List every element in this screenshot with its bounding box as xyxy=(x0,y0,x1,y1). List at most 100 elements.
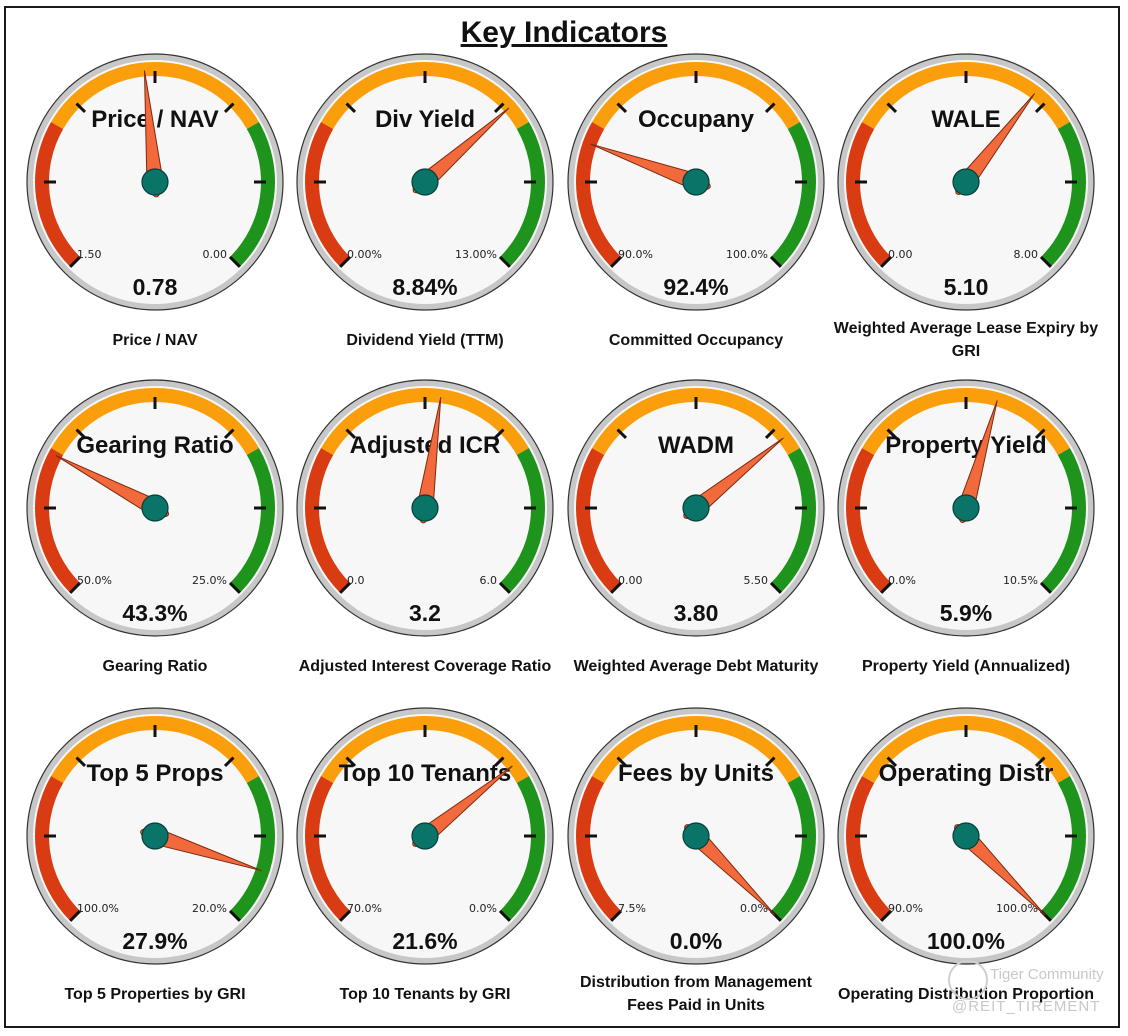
gauge-band-green xyxy=(770,776,816,921)
gauge-band-green xyxy=(770,122,816,267)
gauge-value: 92.4% xyxy=(663,274,728,300)
gauge-tick xyxy=(69,581,82,594)
gauge-tick xyxy=(75,428,87,440)
gauge-min-label: 0.0 xyxy=(347,574,365,587)
gauge-card: Fees by Units 7.5% 0.0% 0.0% Distribution fr… xyxy=(561,704,831,1024)
gauge-tick xyxy=(69,255,82,268)
gauge-card: Price / NAV 1.50 0.00 0.78 Price / NAV xyxy=(20,50,290,370)
gauge-band-red xyxy=(35,448,81,593)
gauge-card: Occupany 90.0% 100.0% 92.4% Committed Occupa… xyxy=(561,50,831,370)
gauge-min-label: 50.0% xyxy=(77,574,112,587)
gauge-band-red xyxy=(846,776,892,921)
gauge-value: 27.9% xyxy=(122,928,187,954)
gauge-card: Top 5 Props 100.0% 20.0% 27.9% Top 5 Propert… xyxy=(20,704,290,1024)
gauge-tick xyxy=(610,581,623,594)
gauge-band-orange xyxy=(862,62,1070,130)
gauge-band-green xyxy=(499,776,545,921)
gauge-band-orange xyxy=(321,62,529,130)
gauge-caption: Top 5 Properties by GRI xyxy=(64,985,246,1003)
gauge-value: 0.0% xyxy=(670,928,722,954)
gauge-max-label: 13.00% xyxy=(455,248,497,261)
gauge-min-label: 0.0% xyxy=(888,574,916,587)
gauge-hub xyxy=(141,822,169,850)
gauge-value: 100.0% xyxy=(927,928,1005,954)
gauge-hub xyxy=(411,168,439,196)
gauge-hub xyxy=(682,168,710,196)
gauge-hub xyxy=(952,168,980,196)
gauge-band-red xyxy=(35,122,81,267)
gauge-band-red xyxy=(846,448,892,593)
gauge-min-label: 100.0% xyxy=(77,902,119,915)
gauge-tick xyxy=(69,909,82,922)
gauge-min-label: 0.00 xyxy=(618,574,643,587)
gauge-band-orange xyxy=(51,62,259,130)
gauge-title: Operating Distr xyxy=(879,760,1054,787)
gauge-max-label: 0.0% xyxy=(740,902,768,915)
gauge-tick xyxy=(493,102,505,114)
gauge-chart: Adjusted ICR 0.0 6.0 3.2 xyxy=(296,379,554,637)
gauge-tick xyxy=(345,102,357,114)
gauge-chart: Div Yield 0.00% 13.00% 8.84% xyxy=(296,53,554,311)
gauge-tick xyxy=(764,102,776,114)
gauge-band-green xyxy=(1040,448,1086,593)
gauge-band-orange xyxy=(592,716,800,784)
gauge-chart: Top 5 Props 100.0% 20.0% 27.9% xyxy=(26,707,284,965)
gauge-caption: Weighted Average Lease Expiry by GRI xyxy=(833,320,1099,360)
gauge-chart: WALE 0.00 8.00 5.10 xyxy=(837,53,1095,311)
gauge-hub xyxy=(682,494,710,522)
gauge-band-red xyxy=(576,776,622,921)
gauge-title: WALE xyxy=(931,106,1000,133)
gauge-chart: Gearing Ratio 50.0% 25.0% 43.3% xyxy=(26,379,284,637)
gauge-chart: Fees by Units 7.5% 0.0% 0.0% xyxy=(567,707,825,965)
gauge-min-label: 1.50 xyxy=(77,248,102,261)
gauge-max-label: 100.0% xyxy=(996,902,1038,915)
gauge-band-green xyxy=(499,122,545,267)
gauge-band-orange xyxy=(592,62,800,130)
gauge-hub xyxy=(952,822,980,850)
gauge-tick xyxy=(1039,581,1052,594)
gauge-tick xyxy=(880,581,893,594)
gauge-tick xyxy=(498,255,511,268)
gauge-tick xyxy=(610,255,623,268)
gauge-value: 21.6% xyxy=(392,928,457,954)
gauge-min-label: 0.00% xyxy=(347,248,382,261)
gauge-tick xyxy=(1034,428,1046,440)
gauge-tick xyxy=(345,428,357,440)
gauge-tick xyxy=(616,756,628,768)
gauge-hub xyxy=(411,494,439,522)
gauge-chart: Property Yield 0.0% 10.5% 5.9% xyxy=(837,379,1095,637)
gauge-max-label: 100.0% xyxy=(726,248,768,261)
gauge-chart: WADM 0.00 5.50 3.80 xyxy=(567,379,825,637)
gauge-caption: Gearing Ratio xyxy=(102,657,208,675)
gauge-caption: Dividend Yield (TTM) xyxy=(346,331,504,349)
gauge-max-label: 5.50 xyxy=(744,574,769,587)
gauge-title: Div Yield xyxy=(375,106,475,133)
gauge-tick xyxy=(764,756,776,768)
gauge-band-orange xyxy=(51,716,259,784)
gauge-band-green xyxy=(1040,122,1086,267)
gauge-tick xyxy=(610,909,623,922)
gauge-tick xyxy=(75,102,87,114)
gauge-title: Adjusted ICR xyxy=(350,432,501,459)
gauge-max-label: 10.5% xyxy=(1003,574,1038,587)
gauge-tick xyxy=(223,102,235,114)
gauge-card: Gearing Ratio 50.0% 25.0% 43.3% Gearing Rati… xyxy=(20,376,290,696)
gauge-title: Top 5 Props xyxy=(87,760,224,787)
gauge-min-label: 70.0% xyxy=(347,902,382,915)
gauge-tick xyxy=(498,909,511,922)
gauge-tick xyxy=(339,581,352,594)
gauge-caption: Committed Occupancy xyxy=(608,331,784,349)
gauge-value: 43.3% xyxy=(122,600,187,626)
gauge-hub xyxy=(411,822,439,850)
gauge-tick xyxy=(1034,756,1046,768)
gauge-caption: Distribution from Management Fees Paid i… xyxy=(579,974,812,1014)
gauge-band-red xyxy=(35,776,81,921)
gauge-band-green xyxy=(229,448,275,593)
gauge-chart: Occupany 90.0% 100.0% 92.4% xyxy=(567,53,825,311)
gauge-tick xyxy=(1039,255,1052,268)
gauge-hub xyxy=(141,494,169,522)
gauge-value: 3.2 xyxy=(409,600,441,626)
gauge-max-label: 25.0% xyxy=(192,574,227,587)
gauge-tick xyxy=(886,428,898,440)
gauge-band-orange xyxy=(592,388,800,456)
